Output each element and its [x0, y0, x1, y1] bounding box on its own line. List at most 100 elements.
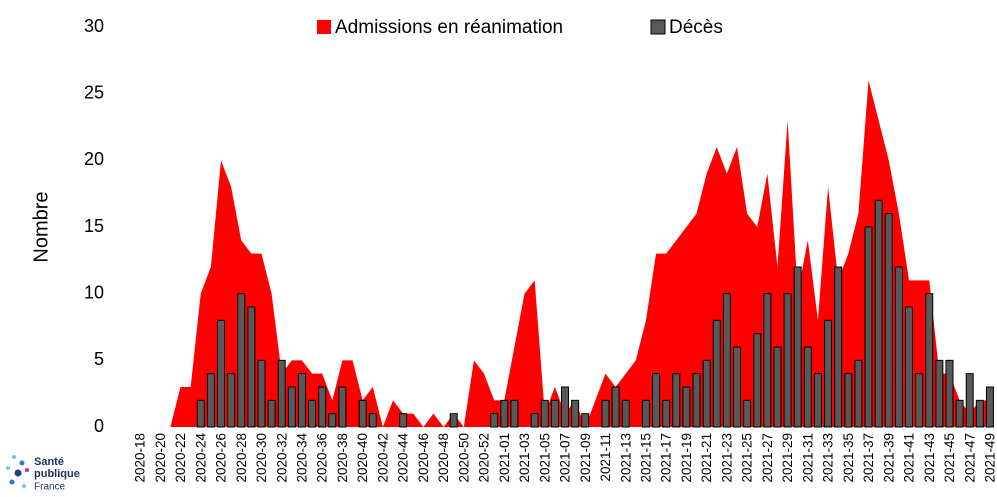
logo-dot	[9, 479, 15, 485]
bar	[399, 413, 408, 428]
logo-dot	[12, 455, 16, 459]
bar	[601, 399, 610, 428]
bar	[328, 413, 337, 428]
y-axis-label: Nombre	[30, 191, 52, 262]
bar	[662, 399, 671, 428]
x-tick-label: 2020-20	[153, 433, 168, 483]
bar	[985, 386, 994, 428]
bar	[783, 293, 792, 428]
bar	[318, 386, 327, 428]
bar	[793, 266, 802, 428]
bar	[712, 319, 721, 428]
x-tick-label: 2021-37	[861, 433, 876, 483]
bar	[247, 306, 256, 428]
bar	[449, 413, 458, 428]
bar	[884, 213, 893, 428]
bar	[217, 319, 225, 428]
x-tick-label: 2020-30	[254, 433, 269, 483]
bar	[773, 346, 782, 428]
bar	[206, 373, 215, 428]
x-tick-label: 2020-18	[133, 433, 148, 483]
bar	[297, 373, 306, 428]
logo-text: France	[34, 482, 66, 493]
bar	[813, 373, 822, 428]
bar	[824, 319, 833, 428]
bar	[267, 399, 276, 428]
x-tick-label: 2021-25	[740, 433, 755, 483]
bar	[743, 399, 752, 428]
x-tick-label: 2020-44	[396, 433, 411, 483]
logo-dot	[25, 468, 29, 472]
x-tick-label: 2020-50	[456, 433, 471, 483]
bar	[540, 399, 549, 428]
bar	[611, 386, 620, 428]
x-tick-label: 2021-01	[497, 433, 512, 483]
x-tick-label: 2020-34	[295, 433, 310, 483]
bar	[500, 399, 509, 428]
x-tick-label: 2021-35	[841, 433, 856, 483]
bar	[874, 199, 883, 428]
logo-dot	[19, 460, 25, 466]
bar	[196, 399, 205, 428]
bar	[641, 399, 650, 428]
x-tick-label: 2020-32	[274, 433, 289, 483]
y-tick-label: 25	[84, 82, 104, 102]
bar	[975, 399, 984, 428]
legend-swatch	[650, 19, 666, 35]
bar	[581, 413, 590, 428]
x-tick-label: 2021-13	[618, 433, 633, 483]
y-tick-label: 15	[84, 216, 104, 236]
bar	[844, 373, 853, 428]
legend-label: Admissions en réanimation	[335, 17, 563, 38]
bar	[672, 373, 681, 428]
bar	[287, 386, 296, 428]
x-tick-label: 2021-17	[659, 433, 674, 483]
bar	[571, 399, 580, 428]
bar	[682, 386, 691, 428]
x-tick-label: 2021-03	[517, 433, 532, 483]
y-tick-label: 5	[94, 349, 104, 369]
bar	[945, 359, 954, 428]
bar	[692, 373, 701, 428]
bar	[237, 293, 246, 428]
bar	[277, 359, 286, 428]
logo-text: Santé	[34, 456, 64, 468]
bar	[733, 346, 741, 428]
x-tick-label: 2021-39	[881, 433, 896, 483]
x-tick-label: 2021-41	[902, 433, 917, 483]
logo: Santé publique France	[6, 455, 80, 493]
bar	[834, 266, 843, 428]
x-tick-label: 2021-47	[962, 433, 977, 483]
legend-swatch	[317, 20, 331, 34]
bar	[550, 399, 559, 428]
bar	[621, 399, 630, 428]
x-tick-label: 2020-36	[315, 433, 330, 483]
bar	[652, 373, 661, 428]
bar	[864, 226, 873, 428]
bar	[702, 359, 711, 428]
bar	[763, 293, 772, 428]
x-tick-label: 2021-09	[578, 433, 593, 483]
bar	[905, 306, 913, 428]
y-tick-label: 30	[84, 16, 104, 36]
x-tick-label: 2020-42	[375, 433, 390, 483]
bar	[227, 373, 236, 428]
legend-label: Décès	[669, 17, 723, 38]
logo-dot	[6, 466, 10, 470]
bar	[753, 333, 762, 428]
x-tick-label: 2021-05	[537, 433, 552, 483]
x-tick-label: 2021-19	[679, 433, 694, 483]
bar	[530, 413, 539, 428]
logo-dot	[14, 469, 22, 477]
x-tick-label: 2021-29	[780, 433, 795, 483]
bar	[925, 293, 934, 428]
x-tick-label: 2020-26	[214, 433, 229, 483]
bar	[257, 359, 266, 428]
x-tick-label: 2021-11	[598, 433, 613, 482]
x-tick-label: 2021-33	[821, 433, 836, 483]
x-tick-label: 2020-46	[416, 433, 431, 483]
bar	[358, 399, 367, 428]
bar	[490, 413, 499, 428]
x-tick-label: 2021-45	[942, 433, 957, 483]
